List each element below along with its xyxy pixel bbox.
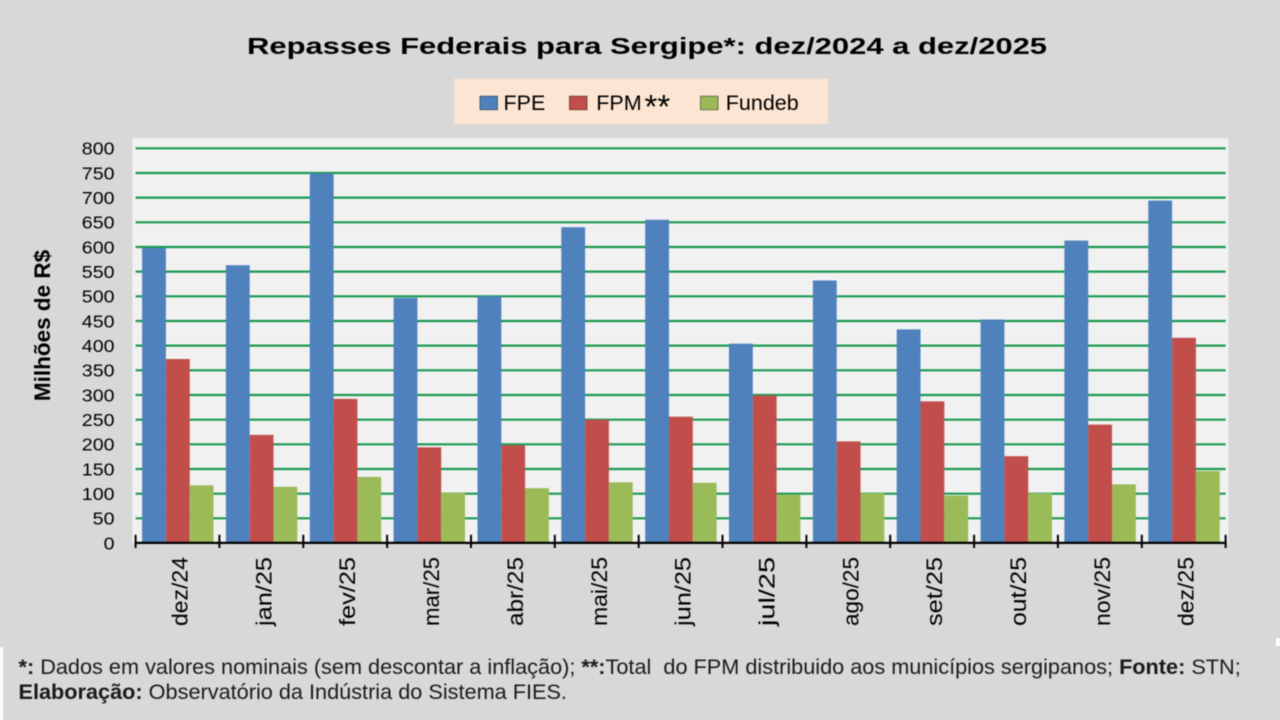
svg-text:200: 200 xyxy=(82,435,115,455)
svg-text:700: 700 xyxy=(82,188,115,208)
svg-text:750: 750 xyxy=(82,163,115,183)
svg-text:800: 800 xyxy=(82,139,115,159)
svg-text:jan/25: jan/25 xyxy=(251,557,276,627)
svg-text:650: 650 xyxy=(82,213,115,233)
svg-text:400: 400 xyxy=(82,336,115,356)
svg-text:fev/25: fev/25 xyxy=(335,557,360,626)
svg-text:dez/25: dez/25 xyxy=(1174,557,1199,626)
svg-text:0: 0 xyxy=(104,533,115,553)
svg-text:mai/25: mai/25 xyxy=(587,557,612,626)
svg-text:set/25: set/25 xyxy=(922,557,947,626)
svg-text:out/25: out/25 xyxy=(1006,557,1031,626)
svg-text:mar/25: mar/25 xyxy=(419,557,444,626)
svg-text:FPM: FPM xyxy=(596,91,641,115)
svg-text:50: 50 xyxy=(93,509,115,529)
svg-text:dez/24: dez/24 xyxy=(168,557,193,626)
svg-text:450: 450 xyxy=(82,311,115,331)
svg-text:Repasses Federais para Sergipe: Repasses Federais para Sergipe*: dez/202… xyxy=(247,33,1047,59)
svg-text:300: 300 xyxy=(82,385,115,405)
svg-text:Fundeb: Fundeb xyxy=(726,91,799,115)
svg-text:350: 350 xyxy=(82,361,115,381)
svg-text:**: ** xyxy=(645,88,671,125)
svg-text:jun/25: jun/25 xyxy=(671,557,696,627)
svg-text:600: 600 xyxy=(82,237,115,257)
svg-text:550: 550 xyxy=(82,262,115,282)
svg-text:nov/25: nov/25 xyxy=(1090,557,1115,626)
svg-text:Milhões de R$: Milhões de R$ xyxy=(30,249,55,401)
svg-text:abr/25: abr/25 xyxy=(503,557,528,626)
svg-text:150: 150 xyxy=(82,459,115,479)
svg-text:ago/25: ago/25 xyxy=(838,557,863,626)
svg-text:500: 500 xyxy=(82,287,115,307)
svg-text:jul/25: jul/25 xyxy=(754,557,779,627)
svg-text:100: 100 xyxy=(82,484,115,504)
svg-text:250: 250 xyxy=(82,410,115,430)
svg-text:FPE: FPE xyxy=(504,91,546,115)
